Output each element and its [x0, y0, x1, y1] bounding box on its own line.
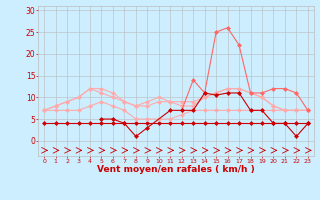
- X-axis label: Vent moyen/en rafales ( km/h ): Vent moyen/en rafales ( km/h ): [97, 165, 255, 174]
